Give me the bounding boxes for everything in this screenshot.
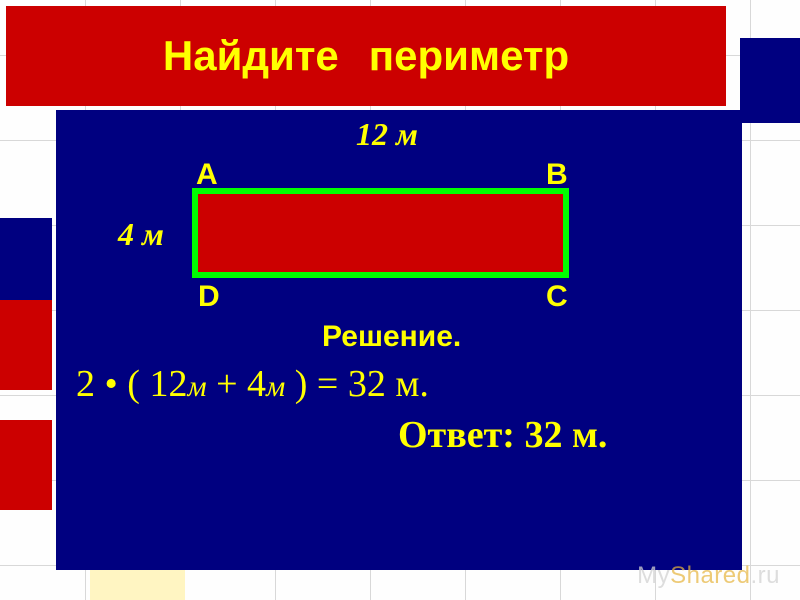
bg-accent-blue-2 (740, 38, 800, 123)
main-panel: 12 м А В С D 4 м Решение. 2 • ( 12м + 4м… (56, 110, 742, 570)
title-word-1: Найдите (163, 32, 339, 80)
title-bar: Найдите периметр (6, 6, 726, 106)
vertex-label-a: А (196, 158, 218, 192)
dimension-left: 4 м (118, 216, 164, 253)
formula-result: 32 м. (348, 363, 429, 405)
vertex-label-b: В (546, 158, 568, 192)
answer: Ответ: 32 м. (398, 413, 607, 457)
vertex-label-c: С (546, 280, 568, 314)
watermark-part2: Shared (670, 562, 750, 589)
vertex-label-d: D (198, 280, 220, 314)
answer-value: 32 м. (524, 414, 607, 456)
formula-mid: + 4 (207, 363, 266, 405)
watermark-part1: My (637, 562, 670, 589)
formula-prefix: 2 • ( 12 (76, 363, 187, 405)
solution-label: Решение. (322, 320, 461, 354)
watermark: MyShared.ru (637, 562, 780, 590)
watermark-part3: .ru (750, 562, 780, 589)
rectangle-fill (198, 194, 563, 272)
answer-label: Ответ: (398, 414, 524, 456)
dimension-top: 12 м (356, 116, 418, 153)
bg-accent-blue-1 (0, 218, 52, 300)
formula-close: ) = (285, 363, 348, 405)
bg-accent-red-2 (0, 420, 52, 510)
formula-unit-2: м (266, 370, 285, 403)
title-word-2: периметр (369, 32, 569, 80)
formula: 2 • ( 12м + 4м ) = 32 м. (76, 362, 429, 406)
bg-accent-red-1 (0, 300, 52, 390)
formula-unit-1: м (187, 370, 206, 403)
